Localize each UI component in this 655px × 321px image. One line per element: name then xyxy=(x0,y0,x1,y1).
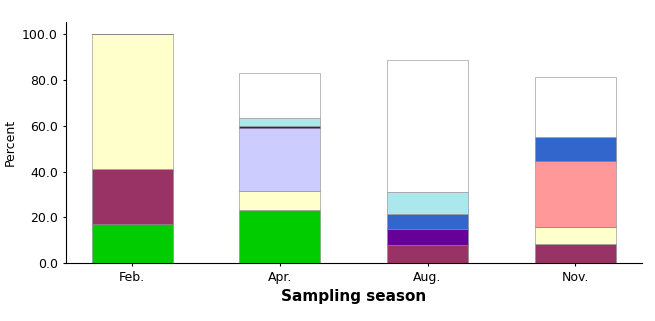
Bar xyxy=(92,169,173,224)
Bar xyxy=(239,128,320,191)
Bar xyxy=(239,191,320,211)
X-axis label: Sampling season: Sampling season xyxy=(281,290,426,304)
Bar xyxy=(387,192,468,214)
Bar xyxy=(534,244,616,263)
Bar xyxy=(387,60,468,192)
Bar xyxy=(534,77,616,137)
Bar xyxy=(387,245,468,263)
Y-axis label: Percent: Percent xyxy=(3,119,16,166)
Bar xyxy=(239,117,320,126)
Bar xyxy=(534,137,616,161)
Bar xyxy=(92,224,173,263)
Bar xyxy=(534,227,616,244)
Bar xyxy=(387,229,468,245)
Bar xyxy=(239,211,320,263)
Bar xyxy=(387,214,468,229)
Bar xyxy=(239,126,320,128)
Bar xyxy=(239,73,320,117)
Bar xyxy=(534,161,616,227)
Bar xyxy=(92,34,173,169)
